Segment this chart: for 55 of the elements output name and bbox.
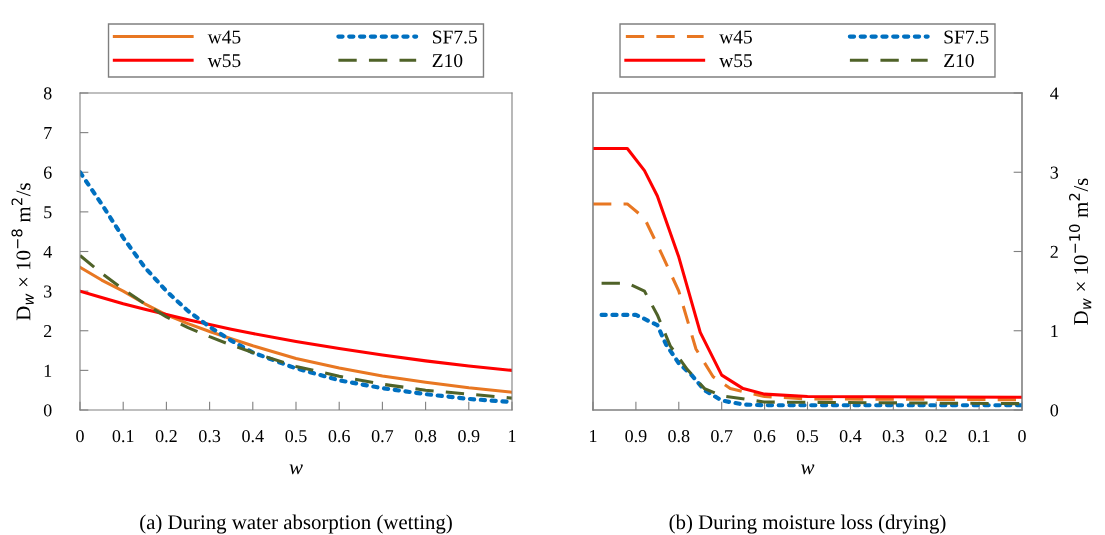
x-tick-label: 0.4 [839, 429, 862, 443]
x-tick-label: 0 [1018, 429, 1026, 443]
x-tick-label: 0.7 [371, 429, 394, 443]
line-series [80, 170, 512, 405]
y-tick-label: 3 [44, 285, 52, 298]
legend-label: SF7.5 [944, 30, 989, 44]
line-series [593, 146, 1022, 399]
y2-tick-label: 0 [1050, 404, 1059, 417]
legend-label: w45 [719, 30, 752, 44]
y-tick-label: 6 [43, 166, 52, 179]
x-tick-label: 0.9 [625, 429, 647, 443]
y2-axis-title: D$_{w}$ × 10$^{−10}$ m$^{2}$/s [1069, 178, 1092, 325]
y-tick-label: 0 [43, 404, 52, 417]
text: (a) During water absorption (wetting) [140, 514, 452, 534]
x-tick-label: 0.3 [199, 429, 221, 443]
x-tick-label: 0.2 [155, 429, 177, 443]
y-axis-title: D$_{w}$ × 10$^{−8}$ m$^{2}$/s [11, 183, 34, 321]
x-tick-label: 0.7 [711, 429, 733, 443]
x-tick-label: 0.9 [458, 429, 480, 443]
legend-label: Z10 [944, 54, 974, 68]
y-tick-label: 5 [44, 206, 52, 219]
x-tick-label: 0.3 [882, 429, 904, 443]
text: (b) During moisture loss (drying) [669, 514, 946, 534]
x-tick-label: 0.4 [242, 429, 264, 443]
y2-tick-label: 4 [1050, 87, 1059, 100]
x-tick-label: 0.5 [285, 429, 307, 443]
legend-label: w55 [719, 54, 752, 68]
y-tick-label: 4 [43, 245, 52, 258]
line-series [600, 281, 1022, 406]
x-tick-label: 0.5 [796, 429, 819, 443]
line-series [599, 312, 1022, 408]
x-tick-label: 0 [76, 429, 84, 443]
x-tick-label: 0.1 [968, 429, 990, 443]
y2-tick-label: 2 [1050, 245, 1058, 258]
y-tick-label: 2 [43, 325, 52, 338]
x-tick-label: 0.6 [754, 429, 776, 443]
x-tick-label: 0.8 [668, 429, 690, 443]
y-tick-label: 8 [43, 87, 52, 100]
x-axis-title: w [801, 464, 815, 475]
y2-tick-label: 1 [1051, 325, 1058, 338]
legend-label: SF7.5 [433, 30, 477, 44]
y-tick-label: 7 [44, 127, 52, 139]
line-series [80, 289, 512, 372]
legend-label: w55 [207, 54, 241, 68]
y-tick-label: 1 [44, 364, 52, 377]
legend-label: Z10 [432, 54, 463, 68]
x-tick-label: 0.2 [925, 429, 947, 443]
x-tick-label: 1 [509, 430, 516, 442]
x-tick-label: 0.6 [328, 429, 350, 443]
x-tick-label: 1 [590, 430, 597, 442]
y2-tick-label: 3 [1050, 166, 1059, 179]
legend-label: w45 [207, 30, 241, 44]
x-axis-title: w [289, 464, 303, 475]
x-tick-label: 0.1 [112, 429, 134, 443]
x-tick-label: 0.8 [415, 429, 437, 443]
